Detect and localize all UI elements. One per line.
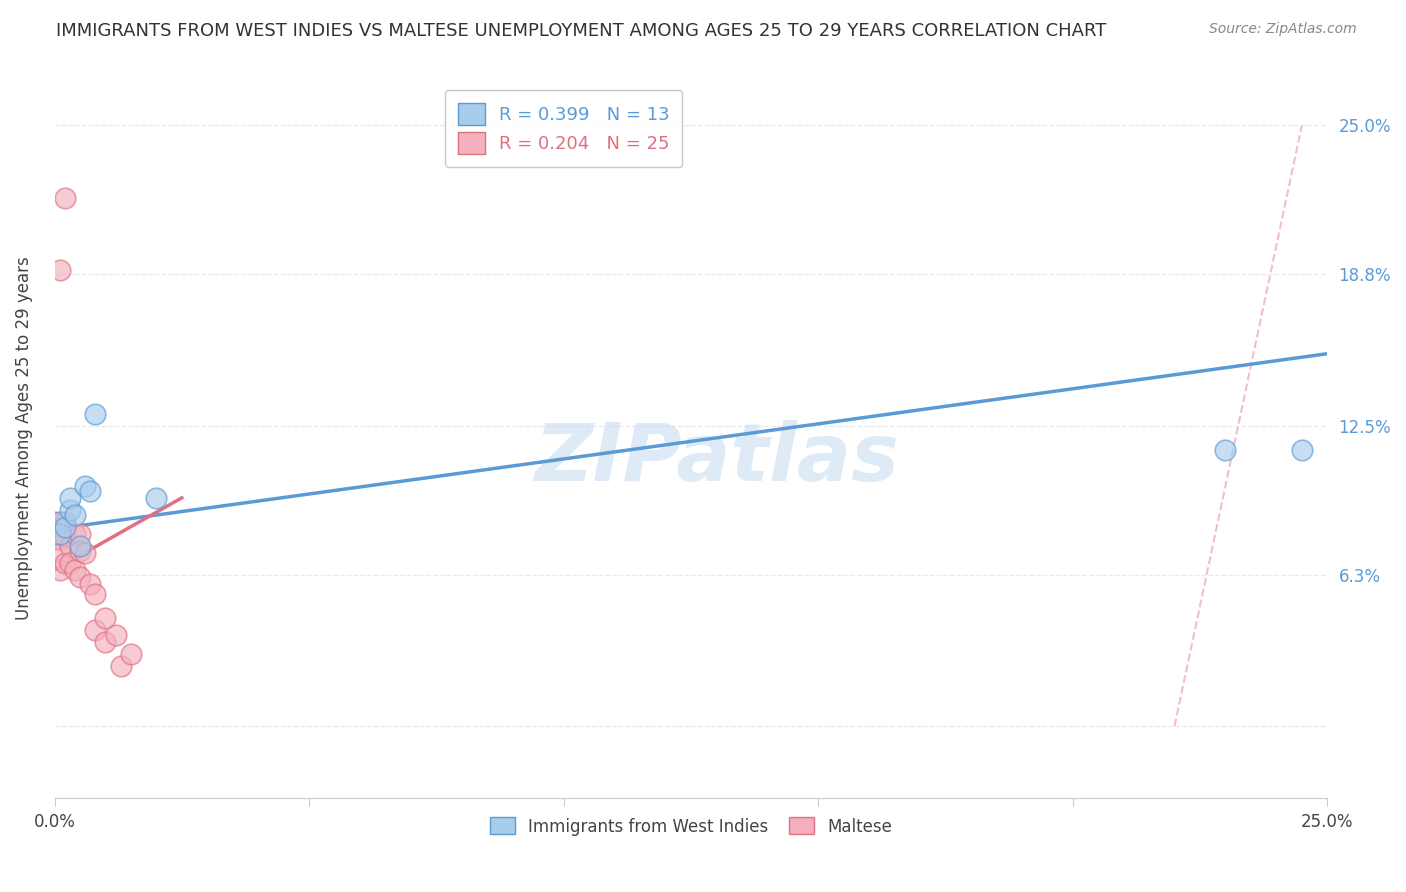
Text: ZIPatlas: ZIPatlas <box>534 420 898 499</box>
Point <box>94 635 117 649</box>
Point <box>53 515 76 529</box>
Point <box>79 483 101 498</box>
Point <box>48 532 70 546</box>
Point <box>53 190 76 204</box>
Point <box>53 519 76 533</box>
Point <box>48 546 70 560</box>
Point <box>79 577 101 591</box>
Point <box>59 556 82 570</box>
Point <box>48 527 70 541</box>
Point <box>69 570 91 584</box>
Point <box>59 491 82 505</box>
Point <box>84 587 107 601</box>
Point <box>53 529 76 543</box>
Legend: Immigrants from West Indies, Maltese: Immigrants from West Indies, Maltese <box>482 809 900 844</box>
Text: IMMIGRANTS FROM WEST INDIES VS MALTESE UNEMPLOYMENT AMONG AGES 25 TO 29 YEARS CO: IMMIGRANTS FROM WEST INDIES VS MALTESE U… <box>56 22 1107 40</box>
Point <box>1291 442 1313 457</box>
Point <box>53 556 76 570</box>
Point <box>44 515 66 529</box>
Point <box>104 628 127 642</box>
Point <box>145 491 167 505</box>
Y-axis label: Unemployment Among Ages 25 to 29 years: Unemployment Among Ages 25 to 29 years <box>15 256 32 620</box>
Point <box>59 539 82 553</box>
Point <box>48 515 70 529</box>
Point <box>120 647 142 661</box>
Point <box>69 527 91 541</box>
Point <box>48 262 70 277</box>
Point <box>75 479 97 493</box>
Point <box>63 563 86 577</box>
Point <box>75 546 97 560</box>
Point <box>110 659 132 673</box>
Point <box>63 527 86 541</box>
Point <box>48 522 70 536</box>
Point <box>1215 442 1237 457</box>
Point <box>69 543 91 558</box>
Point <box>48 563 70 577</box>
Point <box>44 532 66 546</box>
Point <box>69 539 91 553</box>
Point <box>59 503 82 517</box>
Point <box>84 407 107 421</box>
Point <box>94 611 117 625</box>
Point <box>63 508 86 522</box>
Point <box>84 623 107 637</box>
Text: Source: ZipAtlas.com: Source: ZipAtlas.com <box>1209 22 1357 37</box>
